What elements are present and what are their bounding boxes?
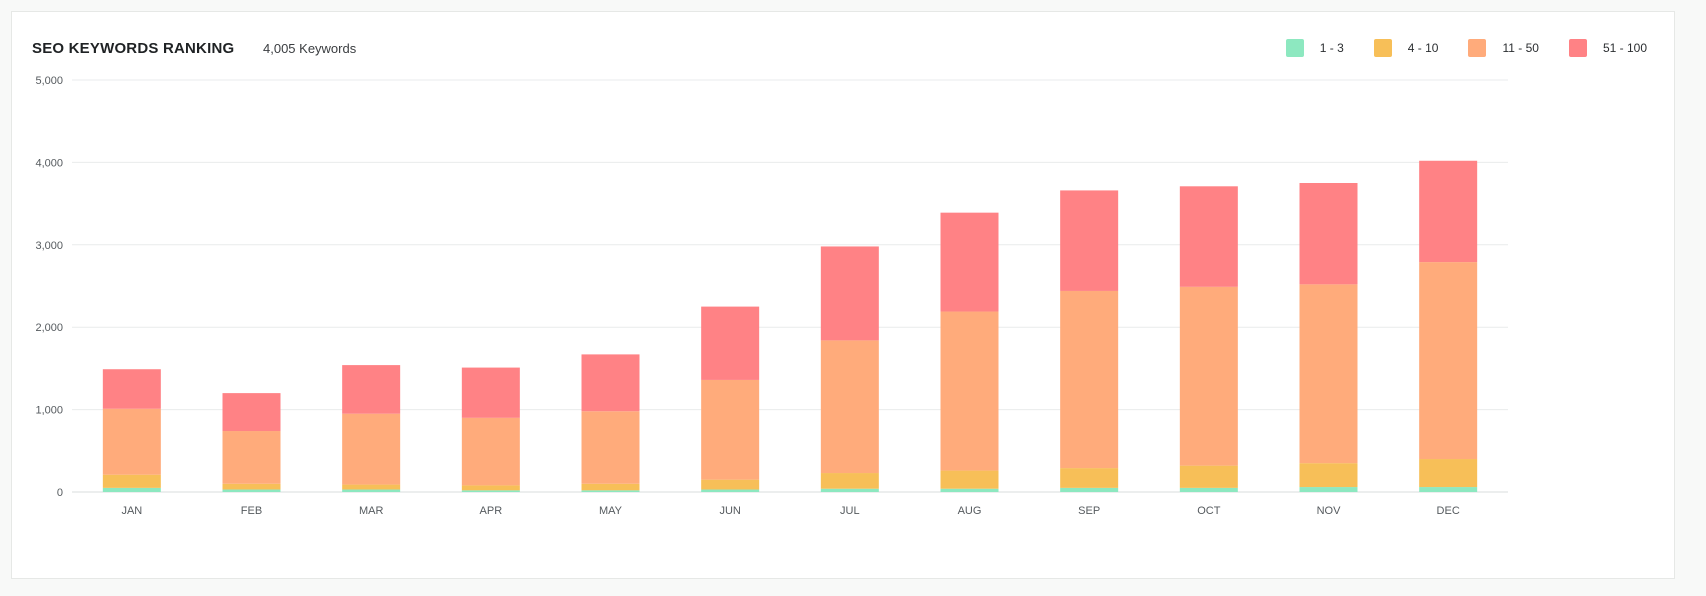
chart-title: SEO KEYWORDS RANKING [32,40,235,57]
bar-segment[interactable] [1419,459,1478,488]
x-tick-label: FEB [241,505,262,517]
x-tick-label: AUG [958,505,982,517]
x-tick-label: APR [480,505,503,517]
y-tick-label: 3,000 [35,240,63,252]
bar-segment[interactable] [1060,468,1119,488]
legend-swatch [1285,39,1304,57]
bar-segment[interactable] [1179,286,1238,466]
bar-segment[interactable] [1299,463,1358,488]
legend-swatch [1468,39,1487,57]
bar-segment[interactable] [940,488,999,492]
x-tick-label: MAR [359,505,384,517]
x-tick-label: NOV [1317,505,1342,517]
chart-legend: 1 - 3 4 - 10 11 - 50 51 - 100 [1256,39,1647,57]
bar-segment[interactable] [581,483,640,491]
y-tick-label: 5,000 [35,75,63,87]
keyword-count: 4,005 Keywords [263,41,357,56]
y-tick-label: 4,000 [35,157,63,169]
bar-segment[interactable] [820,488,879,492]
legend-item[interactable]: 11 - 50 [1468,39,1539,57]
bar-segment[interactable] [1060,290,1119,469]
legend-label: 1 - 3 [1319,41,1344,55]
bar-segment[interactable] [1179,465,1238,488]
bar-segment[interactable] [102,369,161,409]
bar-segment[interactable] [1060,190,1119,291]
bar-segment[interactable] [342,413,401,485]
bar-segment[interactable] [820,246,879,341]
y-tick-label: 0 [57,487,63,499]
bar-segment[interactable] [1419,487,1478,492]
bar-segment[interactable] [222,431,281,484]
bar-segment[interactable] [342,484,401,490]
legend-label: 4 - 10 [1407,41,1439,55]
bar-segment[interactable] [581,490,640,492]
x-tick-label: OCT [1197,505,1221,517]
x-tick-label: JUN [719,505,740,517]
legend-item[interactable]: 1 - 3 [1285,39,1344,57]
bar-segment[interactable] [222,483,281,490]
bar-segment[interactable] [342,365,401,414]
bar-segment[interactable] [222,489,281,492]
x-tick-label: DEC [1437,505,1460,517]
x-tick-label: JUL [840,505,860,517]
bar-segment[interactable] [581,411,640,484]
bar-segment[interactable] [102,408,161,475]
legend-label: 11 - 50 [1502,41,1539,55]
bar-segment[interactable] [461,367,520,418]
y-tick-label: 2,000 [35,322,63,334]
bar-segment[interactable] [940,470,999,489]
x-tick-label: JAN [121,505,142,517]
x-tick-label: SEP [1078,505,1100,517]
bar-segment[interactable] [940,212,999,312]
bar-segment[interactable] [1179,487,1238,492]
bar-segment[interactable] [461,490,520,492]
bar-segment[interactable] [1299,284,1358,464]
bar-segment[interactable] [102,474,161,488]
y-tick-label: 1,000 [35,405,63,417]
bar-segment[interactable] [820,473,879,489]
bar-segment[interactable] [701,306,760,380]
x-tick-label: MAY [599,505,623,517]
bar-segment[interactable] [940,311,999,471]
bar-segment[interactable] [701,479,760,490]
bar-segment[interactable] [1299,487,1358,492]
bar-segment[interactable] [820,340,879,474]
bar-segment[interactable] [701,489,760,492]
bar-segment[interactable] [342,489,401,492]
bar-segment[interactable] [102,487,161,492]
bar-segment[interactable] [1419,262,1478,460]
bar-segment[interactable] [1179,186,1238,287]
bar-segment[interactable] [1419,160,1478,263]
legend-swatch [1568,39,1587,57]
bar-segment[interactable] [701,379,760,480]
bar-segment[interactable] [1060,487,1119,492]
bar-segment[interactable] [222,393,281,432]
bar-segment[interactable] [461,417,520,486]
legend-swatch [1373,39,1392,57]
bar-segment[interactable] [1299,183,1358,285]
legend-label: 51 - 100 [1602,41,1647,55]
legend-item[interactable]: 51 - 100 [1568,39,1647,57]
bar-segment[interactable] [461,485,520,491]
bar-segment[interactable] [581,354,640,412]
legend-item[interactable]: 4 - 10 [1373,39,1439,57]
